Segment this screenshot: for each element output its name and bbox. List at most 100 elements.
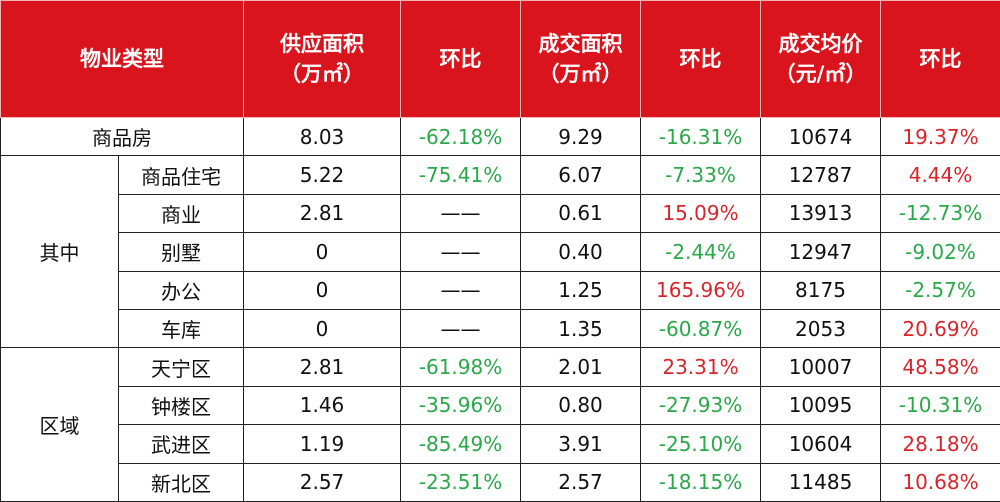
value-cell: 0.80 — [520, 385, 641, 426]
header-cell: 环比 — [400, 0, 521, 118]
value-cell: 0.61 — [520, 193, 641, 234]
value-cell: 8.03 — [243, 116, 401, 157]
table-row: 其中 商品住宅 5.22 -75.41% 6.07 -7.33% 12787 4.44% — [0, 155, 1000, 349]
header-cell: 成交面积 （万㎡） — [520, 0, 641, 118]
header-text: 物业类型 — [80, 47, 164, 71]
row-label: 钟楼区 — [118, 385, 244, 426]
header-text: 成交均价 — [778, 32, 863, 56]
change-cell: 48.58% — [880, 347, 1000, 387]
header-text: 成交面积 — [538, 32, 623, 56]
change-cell: -61.98% — [400, 347, 521, 387]
value-cell: 12787 — [760, 155, 881, 195]
change-cell: 10.68% — [880, 462, 1000, 502]
value-cell: 2.81 — [243, 347, 401, 387]
group-label: 区域 — [0, 347, 119, 502]
change-cell: -12.73% — [880, 193, 1000, 234]
change-cell: -25.10% — [640, 424, 761, 464]
change-cell: 28.18% — [880, 424, 1000, 464]
row-label: 商业 — [118, 193, 244, 234]
value-cell: 3.91 — [520, 424, 641, 464]
header-cell: 物业类型 — [0, 0, 244, 118]
change-cell: -10.31% — [880, 385, 1000, 426]
row-label: 武进区 — [118, 424, 244, 464]
change-cell: -85.49% — [400, 424, 521, 464]
value-cell: 0.40 — [520, 232, 641, 272]
change-cell: -18.15% — [640, 462, 761, 502]
table-row: 商业 2.81 —— 0.61 15.09% 13913 -12.73% — [1, 193, 1000, 234]
change-cell: -75.41% — [400, 155, 521, 195]
value-cell: 11485 — [760, 462, 881, 502]
table-row: 车库 0 —— 1.35 -60.87% 2053 20.69% — [1, 308, 1000, 349]
change-cell: -23.51% — [400, 462, 521, 502]
change-cell: 23.31% — [640, 347, 761, 387]
value-cell: 2.81 — [243, 193, 401, 234]
change-cell: -16.31% — [640, 116, 761, 157]
value-cell: 2.57 — [243, 462, 401, 502]
header-row: 物业类型 供应面积 （万㎡） 环比 成交面积 （万㎡） 环比 成交均价 （元/㎡） 环比 — [0, 0, 1000, 118]
table-body: 商品房 8.03 -62.18% 9.29 -16.31% 10674 19.37% 其中 商品… — [0, 116, 1000, 502]
change-cell: -62.18% — [400, 116, 521, 157]
value-cell: 12947 — [760, 232, 881, 272]
change-cell: 165.96% — [640, 270, 761, 310]
change-cell: -2.57% — [880, 270, 1000, 310]
value-cell: 10674 — [760, 116, 881, 157]
value-cell: 1.25 — [520, 270, 641, 310]
row-label: 别墅 — [118, 232, 244, 272]
change-cell: —— — [400, 270, 521, 310]
group-label: 其中 — [0, 155, 119, 349]
row-label: 办公 — [118, 270, 244, 310]
value-cell: 2.01 — [520, 347, 641, 387]
header-cell: 环比 — [880, 0, 1000, 118]
change-cell: -7.33% — [640, 155, 761, 195]
header-cell: 供应面积 （万㎡） — [243, 0, 401, 118]
header-text: （万㎡） — [538, 62, 623, 86]
value-cell: 8175 — [760, 270, 881, 310]
header-cell: 成交均价 （元/㎡） — [760, 0, 881, 118]
value-cell: 1.46 — [243, 385, 401, 426]
change-cell: —— — [400, 193, 521, 234]
table-row: 武进区 1.19 -85.49% 3.91 -25.10% 10604 28.18% — [1, 424, 1000, 464]
change-cell: 19.37% — [880, 116, 1000, 157]
table-row: 别墅 0 —— 0.40 -2.44% 12947 -9.02% — [1, 232, 1000, 272]
change-cell: 20.69% — [880, 308, 1000, 349]
change-cell: -27.93% — [640, 385, 761, 426]
value-cell: 0 — [243, 232, 401, 272]
value-cell: 6.07 — [520, 155, 641, 195]
change-cell: —— — [400, 308, 521, 349]
header-text: 环比 — [679, 47, 722, 71]
row-label: 商品住宅 — [118, 155, 244, 195]
value-cell: 5.22 — [243, 155, 401, 195]
value-cell: 10007 — [760, 347, 881, 387]
change-cell: —— — [400, 232, 521, 272]
table-row: 新北区 2.57 -23.51% 2.57 -18.15% 11485 10.68% — [1, 462, 1000, 502]
value-cell: 2053 — [760, 308, 881, 349]
header-text: （元/㎡） — [774, 62, 867, 86]
row-label: 天宁区 — [118, 347, 244, 387]
value-cell: 2.57 — [520, 462, 641, 502]
header-text: 供应面积 — [280, 32, 364, 56]
row-label: 新北区 — [118, 462, 244, 502]
change-cell: -2.44% — [640, 232, 761, 272]
header-text: 环比 — [919, 47, 962, 71]
value-cell: 0 — [243, 308, 401, 349]
value-cell: 9.29 — [520, 116, 641, 157]
change-cell: -60.87% — [640, 308, 761, 349]
value-cell: 0 — [243, 270, 401, 310]
header-text: （万㎡） — [280, 62, 364, 86]
value-cell: 1.19 — [243, 424, 401, 464]
table-row: 商品房 8.03 -62.18% 9.29 -16.31% 10674 19.37% — [0, 116, 1000, 157]
row-label: 车库 — [118, 308, 244, 349]
row-label: 商品房 — [0, 116, 244, 157]
table-row: 办公 0 —— 1.25 165.96% 8175 -2.57% — [1, 270, 1000, 310]
value-cell: 10095 — [760, 385, 881, 426]
value-cell: 13913 — [760, 193, 881, 234]
change-cell: -9.02% — [880, 232, 1000, 272]
table-row: 钟楼区 1.46 -35.96% 0.80 -27.93% 10095 -10.31% — [1, 385, 1000, 426]
change-cell: -35.96% — [400, 385, 521, 426]
value-cell: 1.35 — [520, 308, 641, 349]
table-row: 区域 天宁区 2.81 -61.98% 2.01 23.31% 10007 48.58% — [0, 347, 1000, 502]
change-cell: 15.09% — [640, 193, 761, 234]
change-cell: 4.44% — [880, 155, 1000, 195]
header-cell: 环比 — [640, 0, 761, 118]
